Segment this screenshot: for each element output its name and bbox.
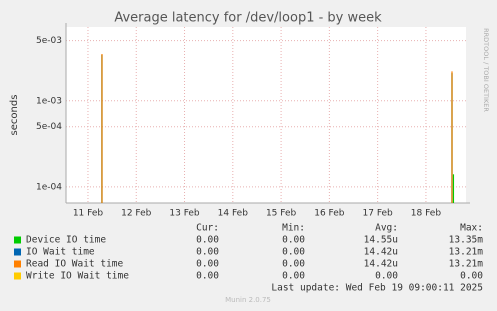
stats-value: 0.00 [282, 259, 305, 270]
stats-value: 13.21m [449, 259, 484, 270]
stats-value: 0.00 [196, 247, 219, 258]
legend-label: Read IO Wait time [26, 259, 124, 270]
plot-area [66, 27, 466, 203]
legend-swatch [14, 236, 21, 244]
x-tick-label: 14 Feb [218, 209, 249, 219]
x-tick-label: 18 Feb [411, 209, 442, 219]
stats-value: 14.55u [364, 235, 398, 246]
stats-value: 0.00 [196, 259, 219, 270]
y-tick-label: 1e-04 [36, 182, 62, 192]
legend-swatch [14, 248, 21, 256]
stats-value: 0.00 [282, 247, 305, 258]
stats-value: 14.42u [364, 259, 398, 270]
stats-value: 0.00 [282, 271, 305, 282]
y-tick-label: 5e-03 [36, 36, 62, 46]
stats-value: 0.00 [196, 271, 219, 282]
stats-value: 0.00 [375, 271, 398, 282]
legend-label: IO Wait time [26, 247, 95, 258]
legend-label: Device IO time [26, 235, 106, 246]
stats-value: 13.21m [449, 247, 484, 258]
x-tick-label: 11 Feb [73, 209, 104, 219]
last-update: Last update: Wed Feb 19 09:00:11 2025 [271, 283, 483, 294]
stats-header: Min: [282, 223, 305, 234]
side-label: RRDTOOL / TOBI OETIKER [482, 28, 490, 112]
x-tick-label: 13 Feb [169, 209, 200, 219]
x-tick-label: 15 Feb [266, 209, 297, 219]
y-tick-label: 5e-04 [36, 122, 62, 132]
legend-swatch [14, 260, 21, 268]
y-axis-label: seconds [9, 95, 20, 136]
footer: Munin 2.0.75 [225, 296, 271, 304]
stats-header: Cur: [196, 223, 219, 234]
x-tick-label: 16 Feb [314, 209, 345, 219]
stats-header: Avg: [375, 223, 398, 234]
stats-value: 13.35m [449, 235, 484, 246]
stats-value: 0.00 [282, 235, 305, 246]
legend-swatch [14, 272, 21, 280]
x-tick-label: 12 Feb [121, 209, 152, 219]
stats-value: 14.42u [364, 247, 398, 258]
stats-header: Max: [460, 223, 483, 234]
y-tick-label: 1e-03 [36, 96, 62, 106]
legend-label: Write IO Wait time [26, 271, 129, 282]
stats-value: 0.00 [460, 271, 483, 282]
x-tick-label: 17 Feb [363, 209, 394, 219]
stats-value: 0.00 [196, 235, 219, 246]
chart-title: Average latency for /dev/loop1 - by week [114, 11, 382, 26]
